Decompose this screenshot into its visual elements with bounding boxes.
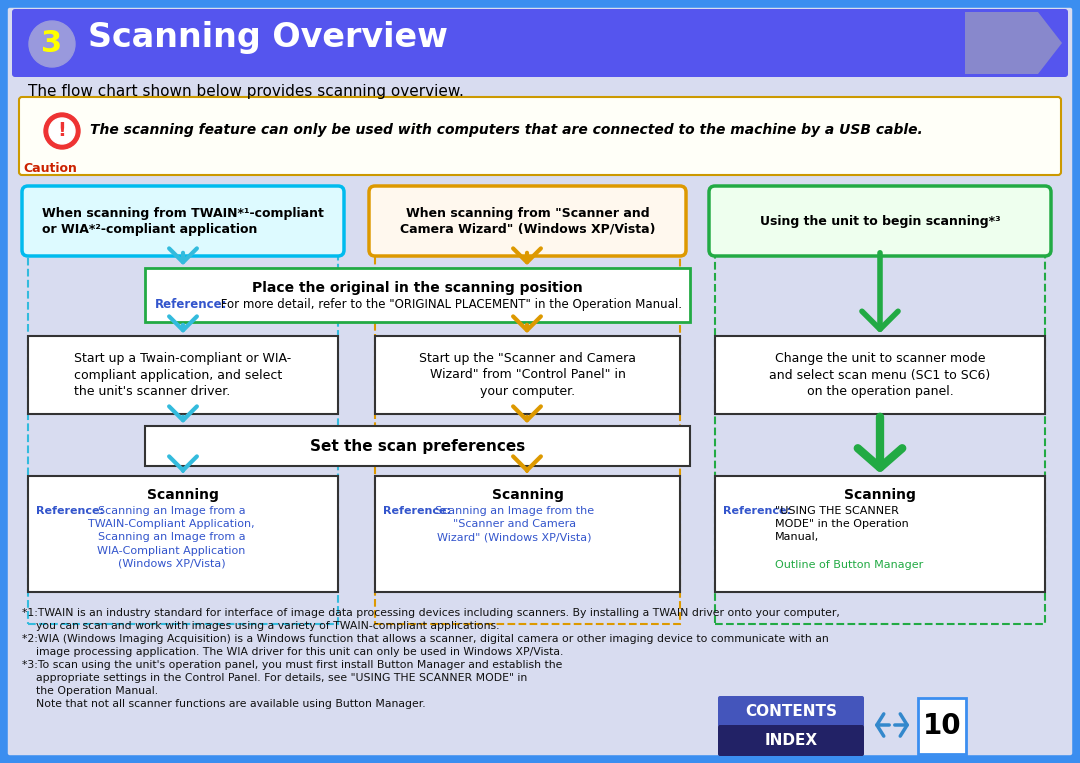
Text: *2:WIA (Windows Imaging Acquisition) is a Windows function that allows a scanner: *2:WIA (Windows Imaging Acquisition) is … [22,634,828,644]
FancyBboxPatch shape [369,186,686,256]
Text: The scanning feature can only be used with computers that are connected to the m: The scanning feature can only be used wi… [90,123,922,137]
FancyBboxPatch shape [12,9,1068,77]
Text: CONTENTS: CONTENTS [745,704,837,719]
FancyBboxPatch shape [918,698,966,754]
Text: Using the unit to begin scanning*³: Using the unit to begin scanning*³ [759,214,1000,227]
Text: Scanning Overview: Scanning Overview [87,21,448,54]
Text: Start up a Twain-compliant or WIA-
compliant application, and select
the unit's : Start up a Twain-compliant or WIA- compl… [75,352,292,398]
Text: Scanning: Scanning [147,488,219,502]
FancyBboxPatch shape [718,696,864,727]
Text: #FFFFF8: #FFFFF8 [90,118,96,119]
Text: Scanning: Scanning [845,488,916,502]
Text: For more detail, refer to the "ORIGINAL PLACEMENT" in the Operation Manual.: For more detail, refer to the "ORIGINAL … [217,298,681,311]
FancyBboxPatch shape [28,336,338,414]
Text: Caution: Caution [23,162,77,175]
FancyBboxPatch shape [28,476,338,592]
FancyBboxPatch shape [715,336,1045,414]
Text: Reference:: Reference: [36,506,108,516]
Text: Scanning an Image from a
TWAIN-Compliant Application,
Scanning an Image from a
W: Scanning an Image from a TWAIN-Compliant… [87,506,255,568]
Text: appropriate settings in the Control Panel. For details, see "USING THE SCANNER M: appropriate settings in the Control Pane… [22,673,527,683]
FancyBboxPatch shape [375,476,680,592]
Text: the Operation Manual.: the Operation Manual. [22,686,158,696]
Text: Place the original in the scanning position: Place the original in the scanning posit… [252,281,583,295]
Text: "USING THE SCANNER
MODE" in the Operation
Manual,: "USING THE SCANNER MODE" in the Operatio… [775,506,908,542]
FancyBboxPatch shape [5,5,1075,758]
Text: Reference:: Reference: [156,298,228,311]
Text: INDEX: INDEX [765,733,818,748]
Text: *1:TWAIN is an industry standard for interface of image data processing devices : *1:TWAIN is an industry standard for int… [22,608,840,618]
Circle shape [49,118,75,144]
Text: *3:To scan using the unit's operation panel, you must first install Button Manag: *3:To scan using the unit's operation pa… [22,660,563,670]
FancyBboxPatch shape [718,725,864,756]
Text: Outline of Button Manager: Outline of Button Manager [775,560,923,570]
Text: Reference:: Reference: [383,506,455,516]
FancyBboxPatch shape [22,186,345,256]
Text: 3: 3 [41,30,63,59]
Text: When scanning from TWAIN*¹-compliant
or WIA*²-compliant application: When scanning from TWAIN*¹-compliant or … [42,207,324,236]
Text: The flow chart shown below provides scanning overview.: The flow chart shown below provides scan… [28,84,464,99]
FancyBboxPatch shape [708,186,1051,256]
Text: 10: 10 [922,712,961,740]
Circle shape [44,113,80,149]
Text: Scanning an Image from the
"Scanner and Camera
Wizard" (Windows XP/Vista): Scanning an Image from the "Scanner and … [435,506,594,542]
Text: Start up the "Scanner and Camera
Wizard" from "Control Panel" in
your computer.: Start up the "Scanner and Camera Wizard"… [419,352,636,398]
FancyBboxPatch shape [715,476,1045,592]
FancyBboxPatch shape [145,426,690,466]
Text: Set the scan preferences: Set the scan preferences [310,439,525,453]
FancyBboxPatch shape [375,336,680,414]
Text: !: ! [57,121,67,140]
Text: Note that not all scanner functions are available using Button Manager.: Note that not all scanner functions are … [22,699,426,709]
Text: When scanning from "Scanner and
Camera Wizard" (Windows XP/Vista): When scanning from "Scanner and Camera W… [400,207,656,236]
Text: Reference:: Reference: [723,506,795,516]
FancyBboxPatch shape [145,268,690,322]
FancyBboxPatch shape [19,97,1061,175]
Polygon shape [966,12,1062,74]
Text: you can scan and work with images using a variety of TWAIN-compliant application: you can scan and work with images using … [22,621,499,631]
Text: Scanning: Scanning [491,488,564,502]
Text: image processing application. The WIA driver for this unit can only be used in W: image processing application. The WIA dr… [22,647,564,657]
Circle shape [29,21,75,67]
Text: Change the unit to scanner mode
and select scan menu (SC1 to SC6)
on the operati: Change the unit to scanner mode and sele… [769,352,990,398]
